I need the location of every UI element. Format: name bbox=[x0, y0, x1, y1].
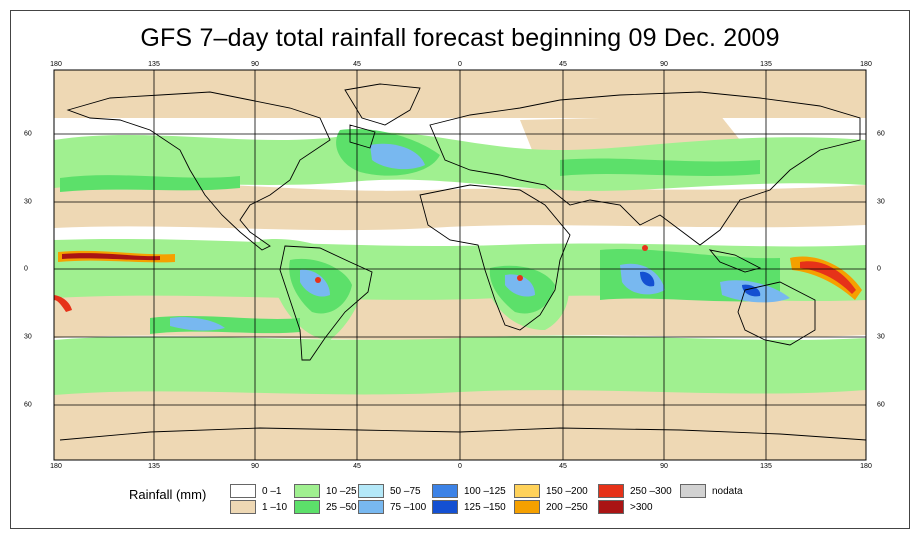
lat-tick-left: 60 bbox=[24, 130, 32, 138]
legend-label: >300 bbox=[630, 501, 653, 513]
legend-label: 25 –50 bbox=[326, 501, 357, 513]
lon-tick-top: 135 bbox=[148, 61, 160, 68]
legend-item: 150 –200 bbox=[514, 484, 588, 498]
lat-tick-right: 30 bbox=[877, 333, 885, 341]
lon-tick-top: 45 bbox=[353, 61, 361, 68]
legend-item: 100 –125 bbox=[432, 484, 506, 498]
legend-swatch bbox=[230, 484, 256, 498]
legend-title: Rainfall (mm) bbox=[129, 487, 207, 502]
legend-item: nodata bbox=[680, 484, 743, 498]
lon-tick-bottom: 45 bbox=[559, 463, 567, 470]
legend-swatch bbox=[358, 500, 384, 514]
legend-item: 10 –25 bbox=[294, 484, 357, 498]
legend-label: 250 –300 bbox=[630, 485, 672, 497]
legend-label: 50 –75 bbox=[390, 485, 421, 497]
graticule bbox=[54, 70, 866, 460]
legend-item: 1 –10 bbox=[230, 500, 287, 514]
map-border bbox=[53, 69, 867, 461]
lat-tick-right: 30 bbox=[877, 198, 885, 206]
legend-swatch bbox=[680, 484, 706, 498]
legend-swatch bbox=[294, 484, 320, 498]
legend-swatch bbox=[432, 500, 458, 514]
legend-label: nodata bbox=[712, 485, 743, 497]
legend-swatch bbox=[432, 484, 458, 498]
legend-item: 200 –250 bbox=[514, 500, 588, 514]
legend-item: 125 –150 bbox=[432, 500, 506, 514]
lon-tick-top: 90 bbox=[251, 61, 259, 68]
legend-label: 100 –125 bbox=[464, 485, 506, 497]
legend-item: >300 bbox=[598, 500, 653, 514]
legend-label: 1 –10 bbox=[262, 501, 288, 513]
legend-swatch bbox=[514, 484, 540, 498]
legend-swatch bbox=[294, 500, 320, 514]
legend-item: 250 –300 bbox=[598, 484, 672, 498]
legend-item: 50 –75 bbox=[358, 484, 421, 498]
map-title: GFS 7–day total rainfall forecast beginn… bbox=[140, 24, 780, 52]
lon-tick-top: 45 bbox=[559, 61, 567, 68]
lat-tick-left: 30 bbox=[24, 198, 32, 206]
lon-tick-bottom: 180 bbox=[860, 463, 872, 470]
legend-swatch bbox=[598, 484, 624, 498]
legend-swatch bbox=[514, 500, 540, 514]
lon-tick-top: 90 bbox=[660, 61, 668, 68]
legend-item: 0 –1 bbox=[230, 484, 281, 498]
legend-item: 75 –100 bbox=[358, 500, 426, 514]
lat-tick-right: 60 bbox=[877, 130, 885, 138]
legend-label: 75 –100 bbox=[390, 501, 427, 513]
lon-tick-bottom: 90 bbox=[251, 463, 259, 470]
legend-label: 0 –1 bbox=[262, 485, 282, 497]
lon-tick-bottom: 180 bbox=[50, 463, 62, 470]
lon-tick-top: 180 bbox=[50, 61, 62, 68]
lon-tick-top: 135 bbox=[760, 61, 772, 68]
lon-tick-bottom: 135 bbox=[760, 463, 772, 470]
legend-swatch bbox=[358, 484, 384, 498]
lon-tick-bottom: 0 bbox=[458, 463, 462, 470]
lon-tick-bottom: 45 bbox=[353, 463, 361, 470]
rain-zone-extreme bbox=[54, 245, 862, 312]
legend-label: 10 –25 bbox=[326, 485, 357, 497]
figure-frame bbox=[10, 10, 910, 529]
lat-tick-left: 30 bbox=[24, 333, 32, 341]
lat-tick-right: 60 bbox=[877, 401, 885, 409]
rain-zone-125-150 bbox=[640, 271, 761, 297]
legend-swatch bbox=[598, 500, 624, 514]
legend-swatch bbox=[230, 500, 256, 514]
legend-label: 150 –200 bbox=[546, 485, 588, 497]
lat-tick-left: 0 bbox=[24, 265, 28, 273]
lat-tick-right: 0 bbox=[877, 265, 881, 273]
legend-label: 125 –150 bbox=[464, 501, 506, 513]
legend-item: 25 –50 bbox=[294, 500, 357, 514]
lon-tick-bottom: 135 bbox=[148, 463, 160, 470]
legend-label: 200 –250 bbox=[546, 501, 588, 513]
lat-tick-left: 60 bbox=[24, 401, 32, 409]
lon-tick-top: 180 bbox=[860, 61, 872, 68]
lon-tick-bottom: 90 bbox=[660, 463, 668, 470]
lon-tick-top: 0 bbox=[458, 61, 462, 68]
